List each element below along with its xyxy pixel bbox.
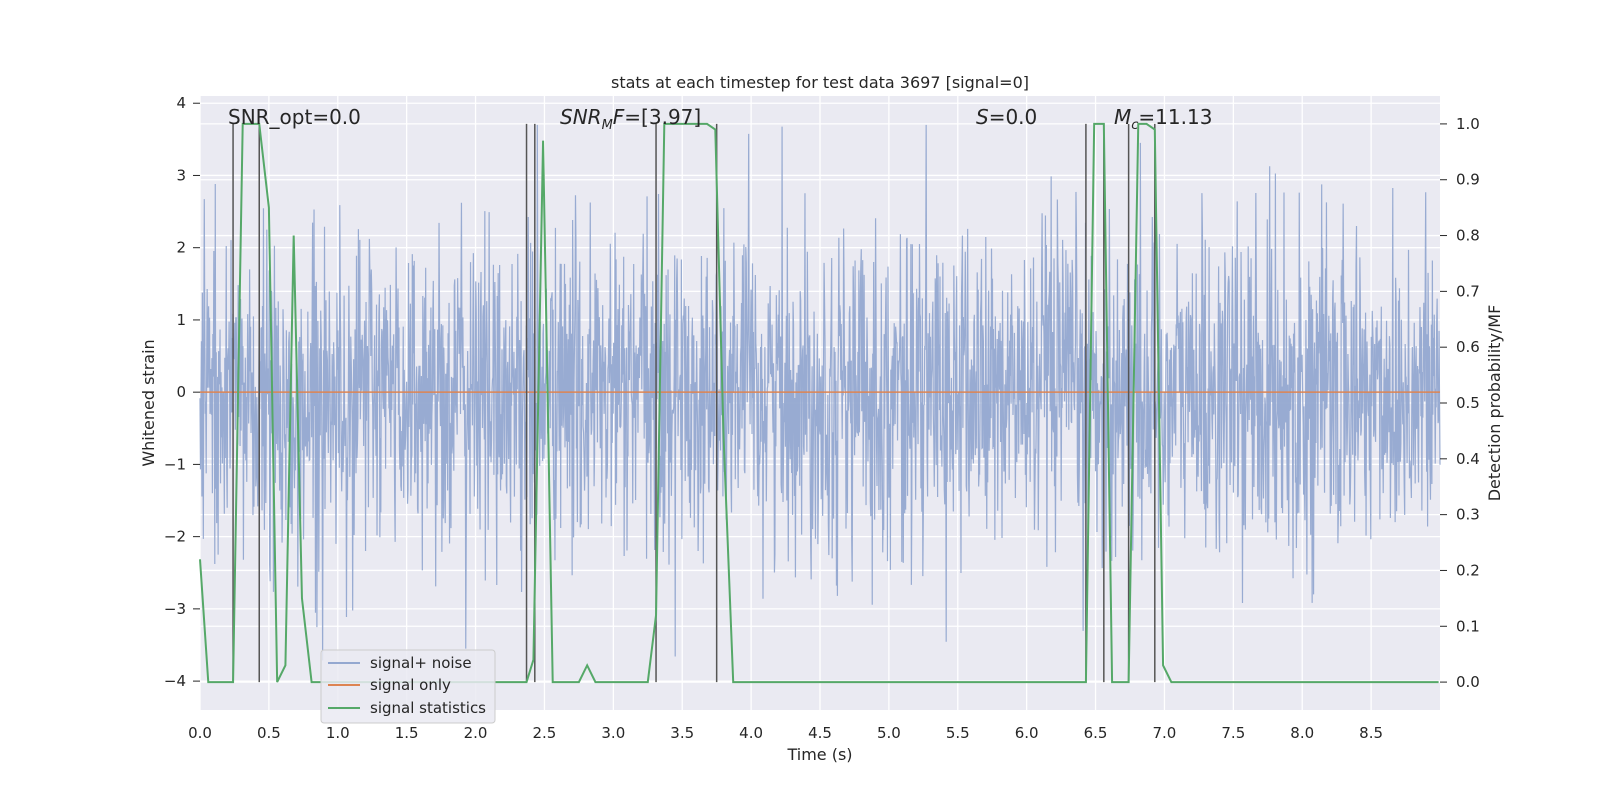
annotation-snr-opt-text: SNR_opt=0.0 bbox=[228, 105, 361, 129]
y-tick-label-left: −2 bbox=[164, 528, 186, 546]
y-tick-label-right: 0.0 bbox=[1456, 673, 1480, 691]
y-tick-label-left: −4 bbox=[164, 672, 186, 690]
legend-label-signal-noise: signal+ noise bbox=[370, 654, 472, 672]
legend-label-signal-only: signal only bbox=[370, 676, 451, 694]
chart-title: stats at each timestep for test data 369… bbox=[611, 73, 1029, 92]
y-tick-label-left: −3 bbox=[164, 600, 186, 618]
x-tick-label: 4.5 bbox=[808, 724, 832, 742]
y-tick-label-left: 0 bbox=[176, 383, 186, 401]
annotation-snr-mf-italic: SNR bbox=[560, 105, 602, 129]
annotation-s-italic: S bbox=[976, 105, 989, 129]
y-tick-label-right: 0.5 bbox=[1456, 394, 1480, 412]
annotation-snr-mf-value: =[3.97] bbox=[624, 105, 701, 129]
annotation-s: S=0.0 bbox=[976, 105, 1037, 129]
annotation-snr-opt: SNR_opt=0.0 bbox=[228, 105, 361, 129]
y-tick-label-left: 1 bbox=[176, 311, 186, 329]
y-axis-label-left: Whitened strain bbox=[139, 339, 158, 466]
y-tick-label-right: 1.0 bbox=[1456, 115, 1480, 133]
y-tick-label-left: 2 bbox=[176, 239, 186, 257]
x-axis-label: Time (s) bbox=[786, 745, 852, 764]
x-tick-label: 4.0 bbox=[739, 724, 763, 742]
x-tick-label: 7.0 bbox=[1153, 724, 1177, 742]
y-tick-label-right: 0.7 bbox=[1456, 282, 1480, 300]
annotation-mc-sub: c bbox=[1131, 118, 1138, 133]
x-tick-label: 2.5 bbox=[533, 724, 557, 742]
annotation-mc: Mc=11.13 bbox=[1114, 105, 1212, 133]
annotation-snr-mf-italic2: F bbox=[613, 105, 625, 129]
x-tick-label: 0.5 bbox=[257, 724, 281, 742]
x-tick-label: 3.5 bbox=[670, 724, 694, 742]
y-tick-label-left: 4 bbox=[176, 94, 186, 112]
y-axis-label-right: Detection probability/MF bbox=[1485, 305, 1504, 502]
y-tick-label-right: 0.3 bbox=[1456, 506, 1480, 524]
x-tick-label: 8.5 bbox=[1359, 724, 1383, 742]
y-tick-label-right: 0.4 bbox=[1456, 450, 1480, 468]
x-tick-label: 8.0 bbox=[1290, 724, 1314, 742]
y-tick-label-left: 3 bbox=[176, 166, 186, 184]
signal-statistics-line bbox=[199, 122, 1439, 684]
x-tick-label: 7.5 bbox=[1221, 724, 1245, 742]
y-tick-label-right: 0.1 bbox=[1456, 617, 1480, 635]
detection-vlines bbox=[232, 123, 1156, 683]
tick-labels: 0.0 0.5 1.0 1.5 2.0 2.5 3.0 3.5 4.0 4.5 5.0 5.5 6.0 6… bbox=[164, 94, 1480, 742]
legend: signal+ noise signal only signal statist… bbox=[320, 649, 496, 724]
y-tick-label-left: −1 bbox=[164, 455, 186, 473]
legend-box bbox=[320, 649, 496, 724]
x-tick-label: 3.0 bbox=[601, 724, 625, 742]
x-tick-label: 1.0 bbox=[326, 724, 350, 742]
x-tick-label: 5.5 bbox=[946, 724, 970, 742]
annotation-mc-italic: M bbox=[1114, 105, 1131, 129]
y-tick-label-right: 0.9 bbox=[1456, 171, 1480, 189]
y-tick-label-right: 0.2 bbox=[1456, 561, 1480, 579]
x-tick-label: 1.5 bbox=[395, 724, 419, 742]
signal-noise-line bbox=[199, 124, 1441, 661]
x-tick-label: 5.0 bbox=[877, 724, 901, 742]
annotation-s-value: =0.0 bbox=[989, 105, 1038, 129]
y-tick-label-right: 0.8 bbox=[1456, 227, 1480, 245]
x-tick-label: 0.0 bbox=[188, 724, 212, 742]
annotation-snr-mf: SNRMF=[3.97] bbox=[560, 105, 701, 133]
legend-label-signal-statistics: signal statistics bbox=[370, 699, 486, 717]
x-tick-label: 6.0 bbox=[1015, 724, 1039, 742]
y-tick-label-right: 0.6 bbox=[1456, 338, 1480, 356]
x-tick-label: 6.5 bbox=[1084, 724, 1108, 742]
signal-noise-series bbox=[199, 124, 1441, 661]
annotation-mc-value: =11.13 bbox=[1138, 105, 1212, 129]
signal-statistics-series bbox=[199, 122, 1439, 684]
x-tick-label: 2.0 bbox=[464, 724, 488, 742]
annotation-snr-mf-sub: M bbox=[602, 118, 613, 133]
